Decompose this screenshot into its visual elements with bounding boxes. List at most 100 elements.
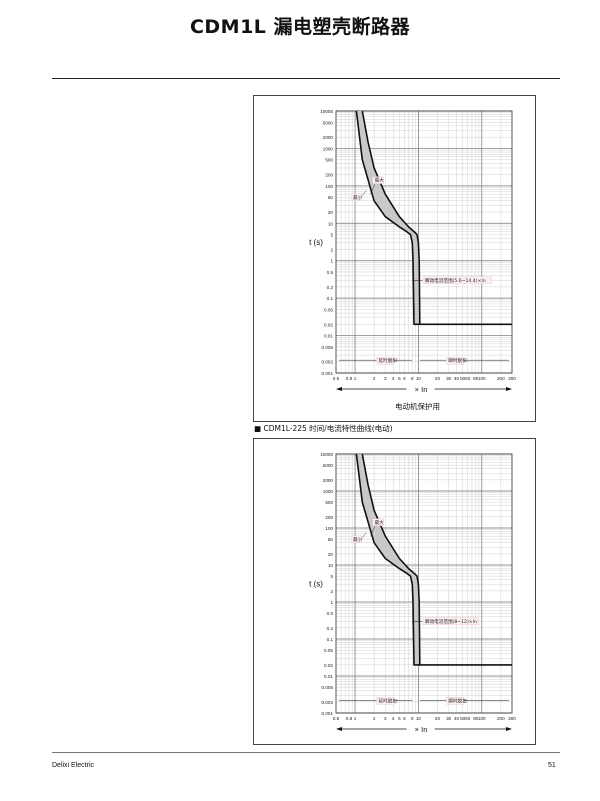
x-tick-label: 5 [398,716,401,721]
y-tick-label: 10 [328,563,334,568]
y-tick-label: 1 [330,600,333,605]
footer-brand: Delixi Electric [52,762,95,769]
x-tick-label: 2 [373,376,376,381]
min-curve [355,110,420,326]
instant-zone-label: 瞬时脱扣 [448,697,467,704]
x-tick-label: 5 [398,376,401,381]
y-tick-label: 50 [328,537,334,542]
x-tick-label: 300 [508,716,516,721]
y-tick-label: 5 [330,233,333,238]
leader-line [362,532,367,538]
instant-range-label: 瞬动电流范围(5.6~14.4)×In [425,277,486,284]
x-tick-label: 60 [465,716,471,721]
y-tick-label: 2000 [323,478,334,483]
y-tick-label: 0.5 [327,611,334,616]
x-tick-label: 80 [473,716,479,721]
x-tick-label: 8 [411,716,414,721]
y-tick-label: 2 [330,247,333,252]
y-tick-label: 0.005 [322,345,334,350]
x-tick-label: 40 [454,376,460,381]
max-curve-label: 最大 [375,519,385,526]
leader-line [370,526,376,537]
time-current-chart-motor: 10000 5000 2000 1000 500 200 100 50 20 10 5 2 1 0.5 0.… [253,95,536,422]
delay-zone-label-bg [376,357,395,365]
delay-zone-label: 延时脱扣 [378,697,397,704]
x-axis-label: × In [415,385,428,394]
x-tick-label: 80 [473,376,479,381]
x-tick-label: 0.8 [346,716,353,721]
instant-zone-label-bg [446,697,465,705]
y-tick-label: 5000 [323,463,334,468]
x-tick-label: 30 [446,716,452,721]
y-tick-label: 0.02 [324,322,333,327]
x-axis-label: × In [415,725,428,734]
x-axis-arrow-left [336,387,342,391]
x-tick-label: 3 [384,376,387,381]
y-tick-label: 200 [325,515,333,520]
chart-svg: 100005000200010005002001005020105210.50.… [309,109,516,394]
x-tick-label: 4 [392,716,395,721]
x-tick-label: 100 [478,716,486,721]
instant-range-label-bg [422,617,479,625]
min-curve-label: 最小 [353,194,363,201]
y-tick-label: 0.5 [327,270,334,275]
max-curve-label-bg [372,176,384,184]
y-tick-label: 0.001 [322,711,334,716]
x-tick-label: 0.5 [333,716,340,721]
y-tick-label: 0.002 [322,360,334,365]
y-tick-label: 20 [328,552,334,557]
x-tick-label: 200 [497,716,505,721]
y-axis-label: t (s) [309,238,323,247]
x-axis-arrow-right [506,387,512,391]
y-tick-label: 500 [325,158,333,163]
x-tick-label: 200 [497,376,505,381]
instant-zone-label: 瞬时脱扣 [448,357,467,364]
instant-range-label-bg [422,276,492,284]
y-tick-label: 2 [330,589,333,594]
y-tick-label: 100 [325,526,333,531]
x-tick-label: 1 [354,376,357,381]
max-curve [361,453,512,666]
min-curve [355,453,420,666]
max-curve-label: 最大 [375,177,385,184]
y-tick-label: 0.02 [324,663,333,668]
y-tick-label: 0.005 [322,685,334,690]
x-axis-arrow-left [336,727,342,731]
time-current-chart-cdm1l-225: 10000 5000 2000 1000 500 200 100 50 20 10 5 2 1 0.5 0.… [253,438,536,745]
x-tick-label: 0.8 [346,376,353,381]
y-tick-label: 0.01 [324,674,333,679]
min-curve-label: 最小 [353,536,363,543]
min-curve-label-bg [350,193,362,201]
y-tick-label: 5 [330,574,333,579]
x-tick-label: 2 [373,716,376,721]
y-tick-label: 0.1 [327,296,334,301]
y-tick-label: 20 [328,210,334,215]
delay-zone-label-bg [376,697,395,705]
y-axis-label: t (s) [309,580,323,589]
x-tick-label: 100 [478,376,486,381]
y-tick-label: 0.002 [322,700,334,705]
instant-range-label: 瞬动电流范围(8~12)×In [425,618,477,625]
plot-frame [335,453,513,714]
y-tick-label: 5000 [323,120,334,125]
y-tick-label: 0.2 [327,285,334,290]
x-axis-arrow-right [506,727,512,731]
x-tick-label: 30 [446,376,452,381]
tripping-band [356,111,429,325]
y-tick-label: 0.2 [327,626,334,631]
min-curve-label-bg [350,535,362,543]
leader-line [370,184,376,195]
x-tick-label: 10 [416,716,422,721]
header-divider [52,78,560,79]
y-tick-label: 2000 [323,135,334,140]
x-tick-label: 6 [403,376,406,381]
y-tick-label: 1 [330,259,333,264]
chart-svg: 100005000200010005002001005020105210.50.… [309,452,516,734]
y-tick-label: 0.1 [327,637,334,642]
leader-line [362,190,367,196]
x-tick-label: 1 [354,716,357,721]
x-tick-label: 0.5 [333,376,340,381]
y-tick-label: 100 [325,184,333,189]
y-tick-label: 200 [325,173,333,178]
delay-zone-label: 延时脱扣 [378,357,397,364]
